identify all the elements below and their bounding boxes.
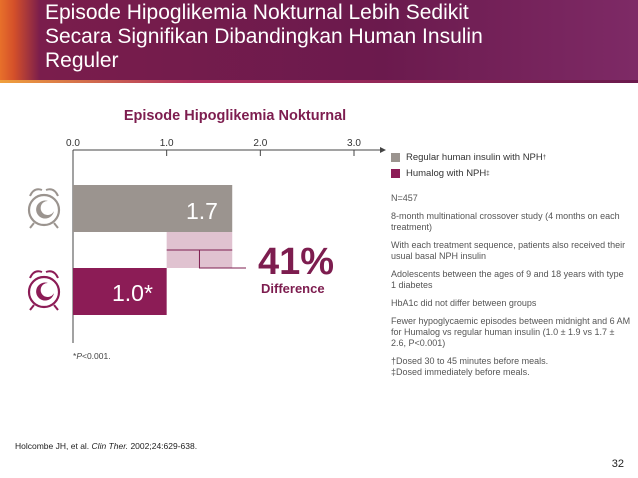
bar-1 (73, 268, 167, 315)
chart-title: Episode Hipoglikemia Nokturnal (123, 108, 347, 124)
difference-indicator (166, 232, 246, 269)
slide-title-line-3: Reguler (45, 49, 119, 72)
icons (27, 188, 61, 311)
citation-details: 2002;24:629-638. (130, 441, 198, 451)
note-population: Adolescents between the ages of 9 and 18… (391, 269, 624, 290)
legend-label-regular: Regular human insulin with NPH (406, 152, 543, 163)
legend-item-humalog: Humalog with NPH ‡ (391, 168, 546, 179)
note-sample-size: N=457 (391, 193, 418, 203)
x-tick-label-3: 3.0 (347, 138, 361, 149)
note-dosing-humalog: ‡Dosed immediately before meals. (391, 367, 530, 377)
bar-label-regular: 1.7 (186, 198, 218, 224)
legend: Regular human insulin with NPH † Humalog … (391, 152, 546, 184)
significance-footnote: *P<0.001. (73, 351, 111, 361)
x-tick-label-1: 1.0 (160, 138, 174, 149)
legend-swatch-regular (391, 153, 400, 162)
clock-leg-right-1 (53, 304, 59, 311)
note-basal-insulin: With each treatment sequence, patients a… (391, 240, 626, 261)
clock-leg-left-0 (29, 222, 35, 229)
clock-bell-right-1 (45, 270, 59, 279)
clock-bell-left-1 (29, 270, 43, 279)
note-hba1c: HbA1c did not differ between groups (391, 298, 537, 308)
alarm-clock-icon-1 (27, 270, 61, 311)
legend-swatch-humalog (391, 169, 400, 178)
clock-moon-1 (36, 282, 54, 301)
note-dosing-regular: †Dosed 30 to 45 minutes before meals. (391, 356, 549, 366)
slide-title: Episode Hipoglikemia Nokturnal Lebih Sed… (45, 1, 605, 73)
study-notes: N=457 8-month multinational crossover st… (391, 193, 631, 378)
title-banner (0, 0, 638, 80)
x-tick-label-2: 2.0 (253, 138, 267, 149)
title-rule (0, 80, 638, 83)
difference-value: 41% (258, 241, 335, 283)
x-tick-label-0: 0.0 (66, 138, 80, 149)
slide-title-line-2: Secara Signifikan Dibandingkan Human Ins… (45, 25, 483, 48)
clock-leg-right-0 (53, 222, 59, 229)
x-axis-arrow (380, 147, 386, 153)
page-number: 32 (611, 458, 624, 470)
slide-title-line-1: Episode Hipoglikemia Nokturnal Lebih Sed… (45, 1, 469, 24)
clock-bell-left-0 (29, 188, 43, 197)
legend-mark-regular: † (542, 154, 547, 161)
citation-journal: Clin Ther. (91, 441, 129, 451)
note-study-design: 8-month multinational crossover study (4… (391, 211, 620, 232)
clock-moon-0 (36, 200, 54, 219)
alarm-clock-icon-0 (27, 188, 61, 229)
citation-authors: Holcombe JH, et al. (15, 441, 90, 451)
clock-bell-right-0 (45, 188, 59, 197)
note-nocturnal-result: Fewer hypoglycaemic episodes between mid… (391, 316, 631, 348)
bars (73, 185, 233, 315)
x-axis: 0.0 1.0 2.0 3.0 (66, 138, 386, 343)
difference-connector (198, 250, 246, 269)
clock-face-1 (27, 275, 61, 309)
bar-chart: 0.0 1.0 2.0 3.0 (27, 138, 386, 343)
bar-label-humalog: 1.0* (112, 280, 153, 306)
legend-mark-humalog: ‡ (486, 170, 490, 177)
legend-item-regular: Regular human insulin with NPH † (391, 152, 546, 163)
legend-label-humalog: Humalog with NPH (406, 168, 487, 179)
bar-0 (73, 185, 233, 232)
clock-leg-left-1 (29, 304, 35, 311)
difference-label: Difference (261, 281, 325, 296)
clock-face-0 (27, 193, 61, 227)
citation: Holcombe JH, et al. Clin Ther. 2002;24:6… (15, 441, 197, 451)
